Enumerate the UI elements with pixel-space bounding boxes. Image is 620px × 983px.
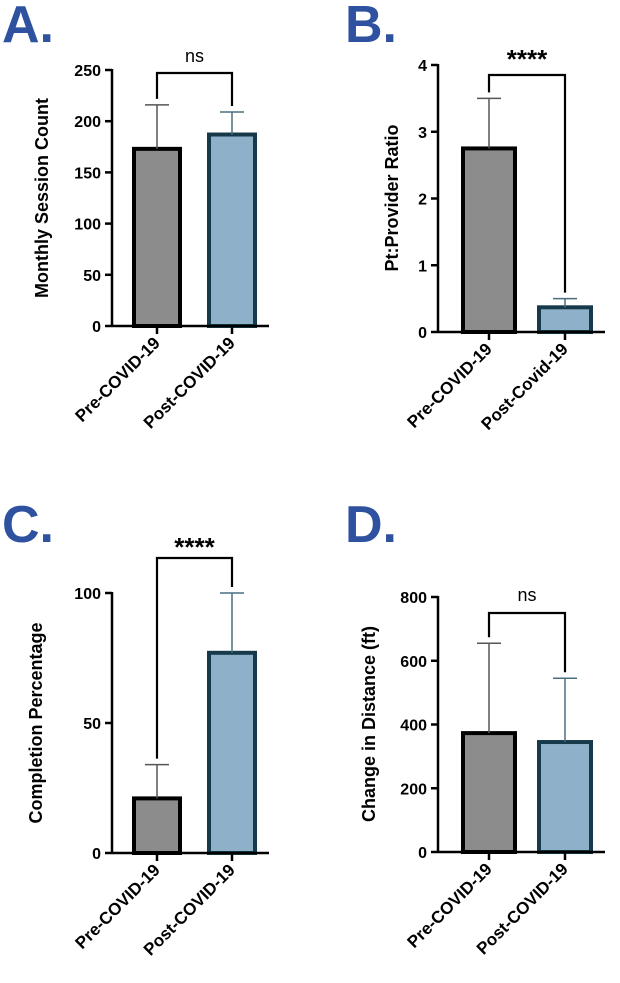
- y-tick-label: 50: [83, 268, 101, 285]
- panel-a: A. 050100150200250Pre-COVID-19Post-COVID…: [2, 0, 269, 432]
- bar-pre: [132, 146, 182, 328]
- y-tick-label: 4: [418, 58, 427, 75]
- significance-bracket: [155, 556, 234, 759]
- y-tick-label: 100: [74, 217, 101, 234]
- y-tick-label: 200: [400, 781, 427, 798]
- y-axis-label: Change in Distance (ft): [359, 626, 379, 822]
- y-tick-label: 200: [74, 114, 101, 131]
- panel-d: D. 0200400600800Pre-COVID-19Post-COVID-1…: [345, 496, 605, 958]
- panel-b-label: B.: [345, 0, 397, 54]
- panel-b: B. 01234Pre-COVID-19Post-Covid-19Pt:Prov…: [345, 0, 605, 434]
- y-tick-label: 1: [418, 258, 427, 275]
- significance-label: ns: [185, 46, 204, 66]
- panel-a-label: A.: [2, 0, 54, 54]
- bar-pre: [461, 731, 517, 855]
- y-tick-label: 400: [400, 718, 427, 735]
- y-axis-label: Completion Percentage: [26, 622, 46, 823]
- y-tick-label: 0: [418, 325, 427, 342]
- y-axis-label: Monthly Session Count: [32, 98, 52, 298]
- bar-post: [537, 740, 593, 854]
- y-tick-label: 800: [400, 590, 427, 607]
- panel-d-label: D.: [345, 496, 397, 554]
- panel-c-label: C.: [2, 496, 54, 554]
- y-tick-label: 600: [400, 654, 427, 671]
- significance-label: ****: [174, 532, 215, 562]
- y-tick-label: 2: [418, 192, 427, 209]
- significance-bracket: [487, 611, 567, 673]
- y-tick-label: 0: [92, 319, 101, 336]
- y-tick-label: 100: [74, 586, 101, 603]
- significance-bracket: [155, 71, 234, 106]
- bar-post: [537, 305, 593, 334]
- y-tick-label: 0: [418, 845, 427, 862]
- bar-post: [207, 650, 257, 855]
- significance-label: ****: [507, 44, 548, 74]
- bar-pre: [461, 146, 517, 334]
- y-tick-label: 50: [83, 716, 101, 733]
- significance-label: ns: [517, 585, 536, 605]
- y-tick-label: 150: [74, 165, 101, 182]
- bar-post: [207, 132, 257, 328]
- y-tick-label: 250: [74, 63, 101, 80]
- panel-c: C. 050100Pre-COVID-19Post-COVID-19Comple…: [2, 496, 269, 959]
- significance-bracket: [487, 73, 567, 293]
- bar-pre: [132, 796, 182, 856]
- y-axis-label: Pt:Provider Ratio: [382, 124, 402, 271]
- y-tick-label: 3: [418, 125, 427, 142]
- y-tick-label: 0: [92, 846, 101, 863]
